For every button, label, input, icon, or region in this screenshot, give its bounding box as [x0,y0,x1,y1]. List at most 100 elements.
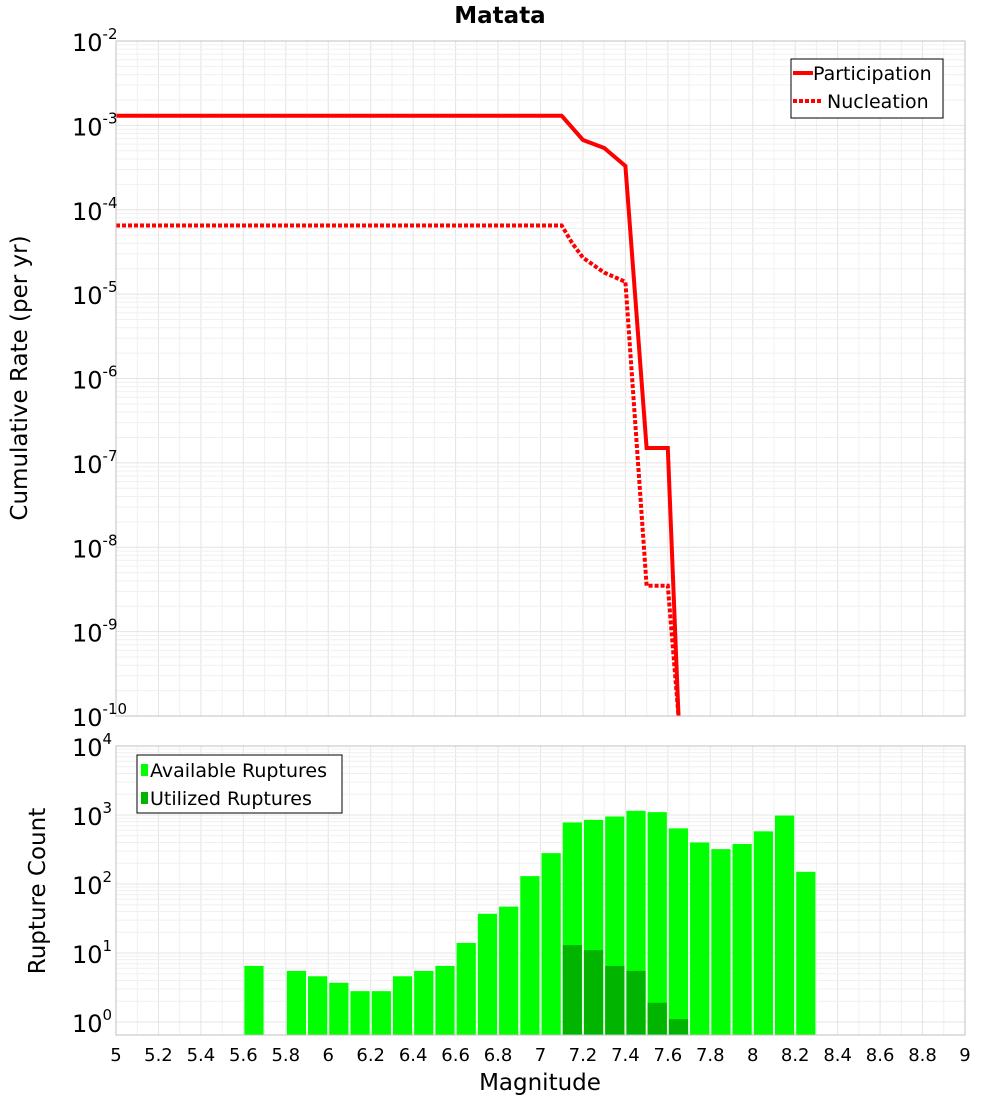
bottom-legend-box [136,754,343,814]
available-bar [520,876,540,1035]
top-y-tick-label: 10-7 [72,447,118,479]
chart-title: Matata [454,3,545,29]
top-y-tick-label: 10-2 [72,25,118,57]
bottom-y-tick-label: 101 [72,937,112,969]
x-tick-label: 8 [747,1045,758,1066]
bottom-y-tick-exponent: 2 [103,868,113,886]
available-bar [435,965,455,1035]
x-tick-label: 7 [535,1045,546,1066]
x-tick-label: 7.8 [696,1045,725,1066]
bottom-y-tick-label: 102 [72,868,112,900]
x-tick-label: 8.6 [866,1045,895,1066]
legend-utilized-label: Utilized Ruptures [150,788,312,810]
top-legend: Participation Nucleation [790,58,944,119]
x-tick-label: 6.4 [399,1045,428,1066]
x-tick-label: 6.8 [484,1045,513,1066]
available-bar [690,842,710,1035]
x-tick-label: 7.6 [654,1045,683,1066]
top-y-tick-exponent: -2 [103,25,118,43]
x-tick-label: 5.2 [144,1045,173,1066]
top-y-tick-label: 10-9 [72,616,118,648]
top-plot-frame [115,40,966,717]
x-tick-label: 7.2 [569,1045,598,1066]
available-bar [392,976,413,1035]
bottom-y-tick-exponent: 3 [103,799,113,817]
top-y-tick-label: 10-6 [72,363,118,395]
bottom-y-tick-exponent: 4 [103,730,113,748]
available-bar [456,942,476,1035]
utilized-bar [668,1019,689,1035]
top-y-ticks: 10-2 10-3 10-4 10-5 10-6 10-7 10-8 10-9 10-10 [72,25,127,732]
available-bar [668,828,689,1035]
top-y-tick-exponent: -5 [103,278,118,296]
available-bar [371,991,391,1035]
x-tick-label: 9 [959,1045,970,1066]
series-line-nucleation [116,223,681,717]
available-bar [753,831,773,1035]
x-tick-label: 6 [323,1045,334,1066]
x-axis-label: Magnitude [479,1070,601,1096]
bottom-y-tick-exponent: 0 [103,1006,113,1024]
utilized-bar [605,965,625,1035]
utilized-bar [647,1002,667,1035]
x-tick-label: 6.2 [356,1045,385,1066]
top-legend-box [790,58,944,119]
top-y-tick-exponent: -10 [103,700,128,718]
bottom-bars-group [244,810,816,1035]
x-tick-label: 5 [110,1045,121,1066]
bottom-y-axis-label: Rupture Count [25,808,51,974]
available-bar [414,970,434,1035]
utilized-bar [562,945,582,1035]
top-y-tick-label: 10-5 [72,278,118,310]
bottom-plot-frame [115,745,966,1036]
legend-available-swatch [141,764,148,776]
x-tick-label: 5.4 [187,1045,216,1066]
top-gridlines [115,41,966,717]
x-tick-label: 5.6 [229,1045,258,1066]
available-bar [732,843,752,1035]
bottom-y-tick-label: 104 [72,730,112,762]
available-bar [350,991,370,1035]
available-bar [308,976,328,1035]
top-y-tick-label: 10-8 [72,531,118,563]
bottom-legend: Available Ruptures Utilized Ruptures [136,754,343,814]
top-y-tick-exponent: -7 [103,447,118,465]
top-y-tick-label: 10-3 [72,109,118,141]
available-bar [711,849,731,1035]
available-bar [647,812,667,1035]
top-y-tick-label: 10-10 [72,700,127,732]
top-y-tick-label: 10-4 [72,194,118,226]
utilized-bar [626,970,646,1035]
bottom-x-ticks: 5 5.2 5.4 5.6 5.8 6 6.2 6.4 6.6 6.8 7 7.2 7.4 7.6 7.8 8… [110,1045,970,1066]
top-y-tick-exponent: -9 [103,616,118,634]
legend-participation-label: Participation [813,63,932,85]
x-tick-label: 8.4 [823,1045,852,1066]
x-tick-label: 8.8 [908,1045,937,1066]
available-bar [499,906,519,1035]
top-y-axis-label: Cumulative Rate (per yr) [7,235,33,520]
bottom-y-tick-exponent: 1 [103,937,113,955]
x-tick-label: 5.8 [271,1045,300,1066]
x-tick-label: 8.2 [781,1045,810,1066]
top-series-group [116,113,681,717]
available-bar [796,871,816,1035]
utilized-bar [583,950,604,1035]
legend-available-label: Available Ruptures [150,760,327,782]
x-tick-label: 6.6 [441,1045,470,1066]
top-y-tick-exponent: -6 [103,363,118,381]
legend-utilized-swatch [141,792,148,804]
legend-nucleation-label: Nucleation [827,91,929,113]
series-line-participation [116,113,681,717]
top-y-tick-exponent: -4 [103,194,118,212]
available-bar [477,913,498,1035]
top-y-tick-exponent: -3 [103,109,118,127]
bottom-y-tick-label: 100 [72,1006,112,1038]
x-tick-label: 7.4 [611,1045,640,1066]
available-bar [774,815,795,1035]
available-bar [286,970,307,1035]
available-bar [541,853,561,1035]
bottom-y-tick-label: 103 [72,799,112,831]
available-bar [329,982,349,1035]
